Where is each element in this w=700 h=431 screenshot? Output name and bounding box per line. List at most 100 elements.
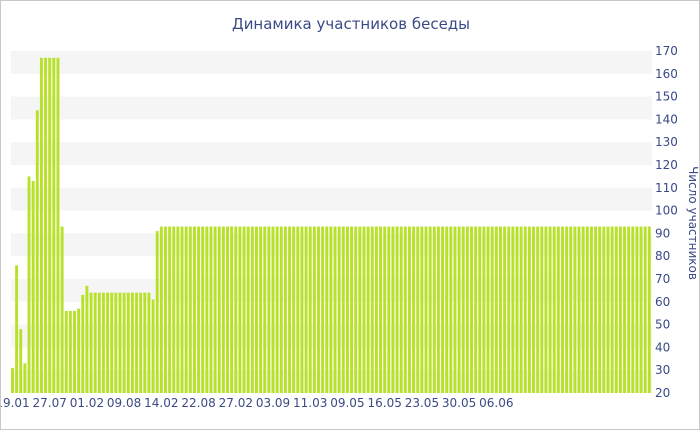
bar: [527, 226, 531, 393]
bar: [515, 226, 519, 393]
bar: [176, 226, 180, 393]
y-tick-label: 150: [655, 90, 678, 104]
y-tick-label: 140: [655, 112, 678, 126]
bar: [354, 226, 358, 393]
bar: [118, 292, 122, 393]
bar: [267, 226, 271, 393]
grid-band: [11, 51, 652, 74]
bar: [403, 226, 407, 393]
bar: [35, 110, 39, 393]
bar: [486, 226, 490, 393]
bar: [519, 226, 523, 393]
bar: [639, 226, 643, 393]
bar: [271, 226, 275, 393]
bar: [379, 226, 382, 393]
bar: [585, 226, 589, 393]
bar: [73, 310, 76, 393]
y-tick-label: 50: [655, 318, 670, 332]
bar: [561, 226, 564, 393]
bar: [614, 226, 618, 393]
x-tick-label: 27.07: [33, 396, 67, 410]
bar: [532, 226, 536, 393]
bar: [428, 226, 432, 393]
grid-band: [11, 187, 652, 211]
y-axis-label: Число участников: [686, 166, 700, 280]
bar: [279, 226, 283, 393]
bar: [337, 226, 341, 393]
bar: [618, 226, 622, 393]
bar: [436, 226, 440, 393]
bar: [345, 226, 349, 393]
bar: [159, 226, 163, 393]
bar: [197, 226, 201, 393]
grid-band: [11, 142, 652, 165]
bar: [250, 226, 254, 393]
bar: [217, 226, 221, 393]
bar: [226, 226, 229, 393]
bar: [548, 226, 552, 393]
bar: [627, 226, 631, 393]
bar: [391, 226, 395, 393]
y-tick-label: 100: [655, 204, 678, 218]
bar: [106, 292, 110, 393]
bar: [399, 226, 403, 393]
x-tick-label: 06.06: [479, 396, 513, 410]
bar: [296, 226, 300, 393]
bar: [341, 226, 345, 393]
bar: [556, 226, 560, 393]
bar: [412, 226, 416, 393]
bar: [188, 226, 192, 393]
bar: [48, 57, 52, 394]
bar: [151, 299, 155, 393]
bar: [304, 226, 308, 393]
bar: [474, 226, 478, 393]
x-tick-label: 27.02: [219, 396, 253, 410]
bar: [155, 231, 159, 393]
bar: [569, 226, 573, 393]
bar: [242, 226, 246, 393]
bar: [114, 292, 118, 393]
bar: [536, 226, 540, 393]
bar: [300, 226, 304, 393]
bar: [445, 226, 449, 393]
bar: [135, 292, 138, 393]
bar: [602, 226, 606, 393]
bar: [631, 226, 635, 393]
y-tick-label: 80: [655, 249, 670, 263]
bar: [184, 226, 188, 393]
bar: [39, 57, 43, 394]
bar: [573, 226, 577, 393]
bar: [292, 226, 296, 393]
bar: [333, 226, 337, 393]
bar: [383, 226, 387, 393]
x-tick-label: 19.01: [1, 396, 30, 410]
bar: [432, 226, 436, 393]
bar: [465, 226, 469, 393]
bar: [478, 226, 482, 393]
bar: [122, 292, 126, 393]
x-tick-label: 01.02: [70, 396, 104, 410]
bar: [209, 226, 213, 393]
bar: [213, 226, 217, 393]
x-tick-label: 23.05: [405, 396, 439, 410]
bar: [201, 226, 205, 393]
bar: [482, 226, 486, 393]
bar: [143, 292, 147, 393]
bar: [44, 57, 48, 394]
bar: [589, 226, 593, 393]
bar: [221, 226, 225, 393]
bar: [416, 226, 420, 393]
bar: [606, 226, 610, 393]
bar: [507, 226, 511, 393]
bar: [101, 292, 105, 393]
bar: [635, 226, 639, 393]
bar: [610, 226, 614, 393]
bar: [164, 226, 167, 393]
bar: [93, 292, 97, 393]
bar: [234, 226, 238, 393]
bar: [19, 329, 23, 393]
bar: [147, 292, 151, 393]
x-tick-label: 14.02: [144, 396, 178, 410]
